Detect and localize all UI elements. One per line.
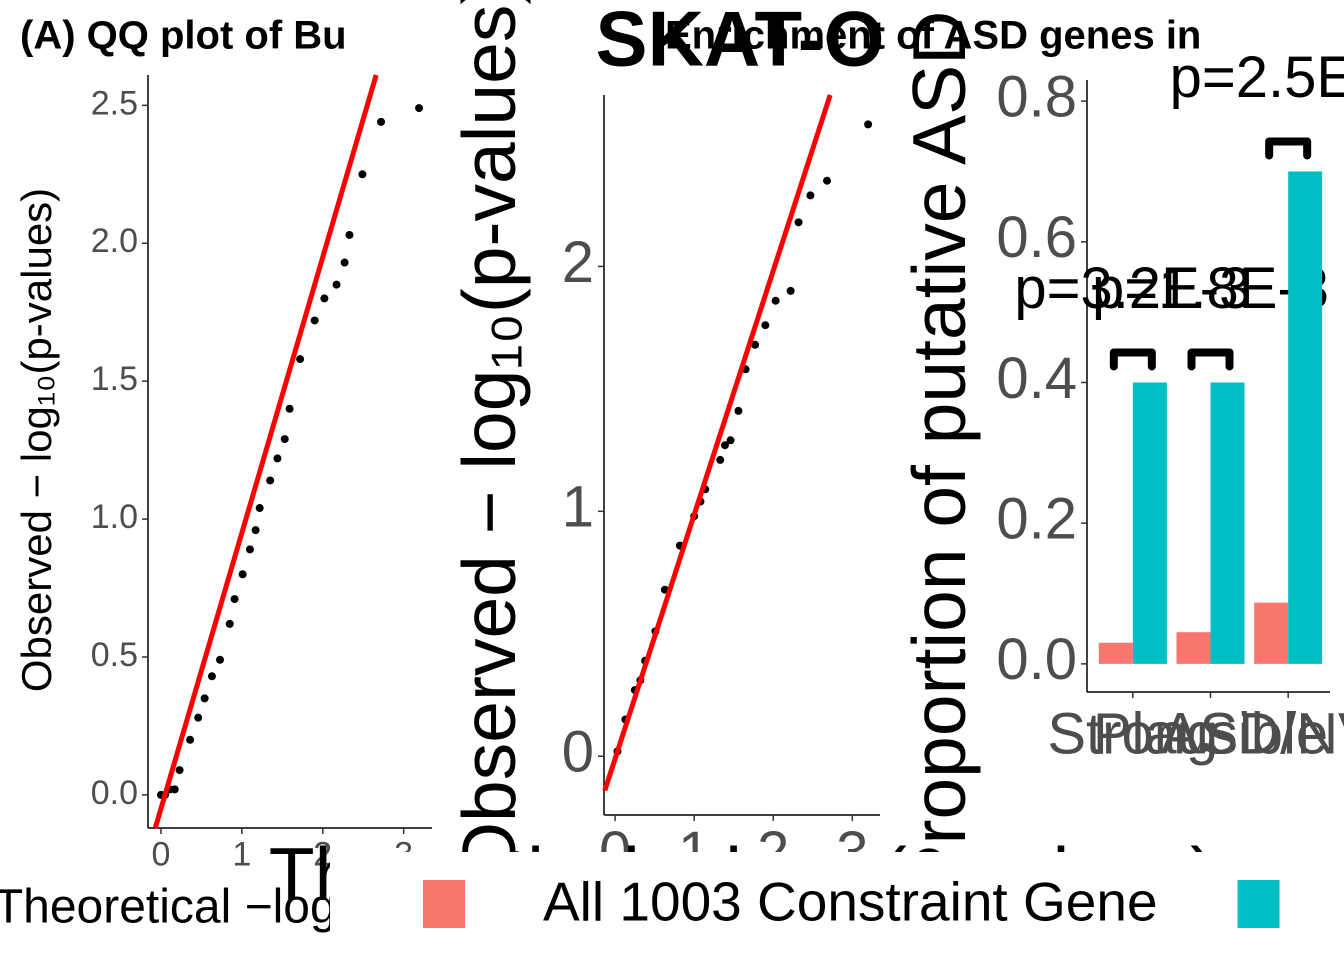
qq-point [194,713,203,722]
qq-point [266,476,275,485]
y-tick-label: 2 [562,230,594,295]
legend-label: All 1003 Constraint Gene [543,871,1158,933]
chart-title: SKAT-O [596,0,885,83]
qq-point [280,435,289,444]
bar [1098,642,1133,664]
legend-swatch [1237,880,1280,928]
y-tick-label: 1 [562,475,594,540]
significance-bracket [1265,137,1312,160]
qq-point [207,672,216,681]
bar [1254,602,1289,664]
y-axis-label: Observed − log₁₀(p-values) [447,0,531,880]
qq-point [761,321,770,330]
qq-point [340,258,349,267]
qq-point [726,436,735,445]
qq-point [377,117,386,126]
qq-point [751,340,760,349]
p-value-label: p=2.5E-4 [1170,45,1344,110]
significance-bracket [1109,348,1156,371]
reference-line [152,74,379,829]
qq-point [320,294,329,303]
qq-point [310,316,319,325]
qq-point [238,570,247,579]
qq-point [786,286,795,295]
y-tick-label: 0 [562,720,594,785]
x-tick-label: 0 [151,836,170,874]
bar [1132,382,1167,664]
y-tick-label: 2.5 [91,84,138,122]
qq-point [864,120,873,129]
y-tick-label: 2.0 [91,222,138,260]
chart-title: (A) QQ plot of Bu [20,14,347,58]
x-tick-label: Strong [1047,701,1218,766]
qq-point [415,104,424,113]
y-tick-label: 1.5 [91,360,138,398]
qq-point [771,296,780,305]
x-tick-label: 1 [232,836,251,874]
x-tick-label: 2 [313,836,332,874]
y-tick-label: 0.8 [996,64,1077,129]
qq-point [175,766,184,775]
qq-point [332,280,341,289]
y-tick-label: 0.4 [996,346,1077,411]
qq-point [716,455,725,464]
y-tick-label: 0.0 [996,627,1077,692]
y-tick-label: 0.2 [996,487,1077,552]
y-tick-label: 0.0 [91,774,138,812]
qq-point [216,655,225,664]
qq-point [734,406,743,415]
qq-point [296,355,305,364]
qq-point [170,785,179,794]
p-value-label: p=3.2E-3 [1014,256,1251,321]
y-axis-label: Observed − log₁₀(p-values) [13,188,60,692]
y-tick-label: 0.5 [91,636,138,674]
qq-point [245,545,254,554]
qq-point [186,735,195,744]
qq-point [345,230,354,239]
bar [1288,171,1323,664]
legend-background [330,852,1344,960]
significance-bracket [1187,348,1234,371]
qq-point [273,454,282,463]
x-tick-label: ASD/NVS [1161,701,1344,766]
qq-point [251,526,260,535]
qq-point [806,191,815,200]
bar [1210,382,1245,664]
legend-swatch [423,880,465,928]
qq-point [225,619,234,628]
qq-point [720,441,729,450]
qq-point [358,170,367,179]
qq-point [255,504,264,513]
qq-point [823,176,832,185]
y-tick-label: 0.6 [996,205,1077,270]
bar [1176,632,1211,664]
y-tick-label: 1.0 [91,498,138,536]
qq-point [285,404,294,413]
qq-point [794,218,803,227]
qq-point [200,694,209,703]
y-axis-label: Proportion of putative ASD genes [897,0,981,895]
qq-point [230,595,239,604]
chart-title: Enrichment of ASD genes in [665,14,1201,58]
reference-line [602,94,833,792]
x-tick-label: Plausible [1093,701,1328,766]
